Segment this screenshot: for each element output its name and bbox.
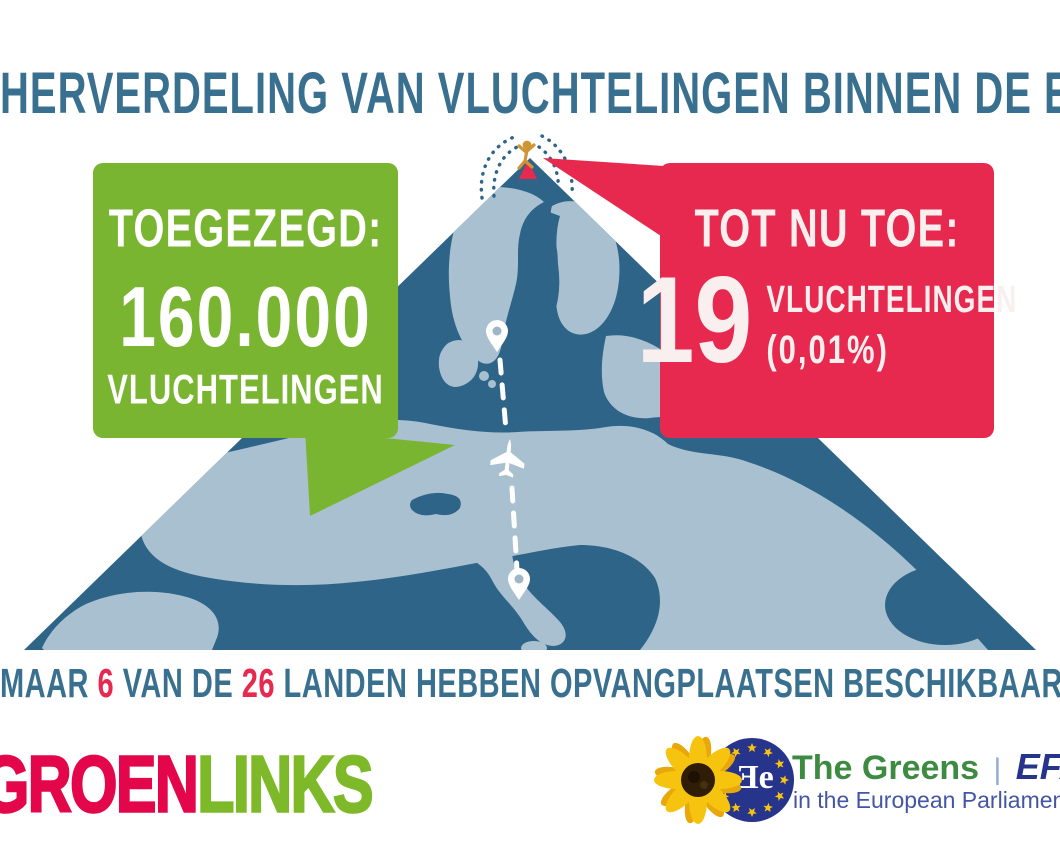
promised-bubble: TOEGEZEGD: 160.000 VLUCHTELINGEN bbox=[93, 163, 398, 438]
page-title: HERVERDELING VAN VLUCHTELINGEN BINNEN DE… bbox=[0, 62, 1060, 126]
available-count: 6 bbox=[97, 662, 115, 707]
actual-bubble-tail bbox=[543, 158, 664, 238]
actual-bubble: TOT NU TOE: 19 VLUCHTELINGEN (0,01%) bbox=[637, 163, 1016, 438]
greens-name: The Greens bbox=[792, 749, 980, 787]
caption-text: LANDEN HEBBEN OPVANGPLAATSEN BESCHIKBAAR bbox=[275, 662, 1060, 707]
promised-bubble-tail bbox=[305, 430, 455, 516]
groenlinks-logo: GROENLINKS bbox=[0, 738, 375, 831]
black-sea bbox=[885, 565, 1005, 645]
greens-divider: | bbox=[993, 753, 1002, 786]
location-pin-icon bbox=[508, 568, 530, 600]
confetti-dots-icon bbox=[479, 134, 574, 200]
promised-label: TOEGEZEGD: bbox=[108, 199, 383, 259]
sunflower-icon bbox=[654, 736, 742, 824]
greens-efa-logo: Ǝe The Greens | EFA in the European Parl… bbox=[652, 730, 1060, 830]
finland bbox=[550, 201, 620, 335]
promised-unit: VLUCHTELINGEN bbox=[107, 365, 384, 413]
efa-label: EFA bbox=[1015, 746, 1060, 787]
actual-unit: VLUCHTELINGEN bbox=[766, 278, 1018, 321]
denmark bbox=[438, 340, 479, 387]
plane-icon bbox=[490, 439, 525, 478]
flight-route bbox=[486, 320, 530, 600]
gulf-of-bothnia bbox=[528, 212, 560, 364]
actual-label: TOT NU TOE: bbox=[694, 199, 960, 259]
efa-monogram: Ǝe bbox=[736, 759, 774, 796]
greens-subtitle: in the European Parliament bbox=[793, 787, 1060, 813]
groenlinks-groen: GROEN bbox=[0, 738, 200, 830]
caption-text: VAN DE bbox=[114, 662, 242, 707]
promised-value: 160.000 bbox=[119, 267, 372, 365]
alps bbox=[410, 492, 461, 516]
climber-icon bbox=[517, 140, 536, 170]
scandinavia bbox=[448, 187, 544, 364]
actual-percent: (0,01%) bbox=[766, 326, 889, 373]
iberia bbox=[42, 591, 219, 650]
caption-text: MAAR bbox=[0, 662, 98, 707]
sicily bbox=[521, 641, 547, 650]
availability-caption: MAAR 6 VAN DE 26 LANDEN HEBBEN OPVANGPLA… bbox=[0, 662, 1060, 708]
groenlinks-links: LINKS bbox=[196, 738, 374, 830]
location-pin-icon bbox=[486, 320, 508, 352]
summit-flag bbox=[519, 160, 537, 179]
actual-value: 19 bbox=[636, 252, 753, 390]
adriatic-sea bbox=[551, 556, 609, 649]
total-count: 26 bbox=[241, 662, 275, 707]
italy bbox=[449, 530, 566, 646]
